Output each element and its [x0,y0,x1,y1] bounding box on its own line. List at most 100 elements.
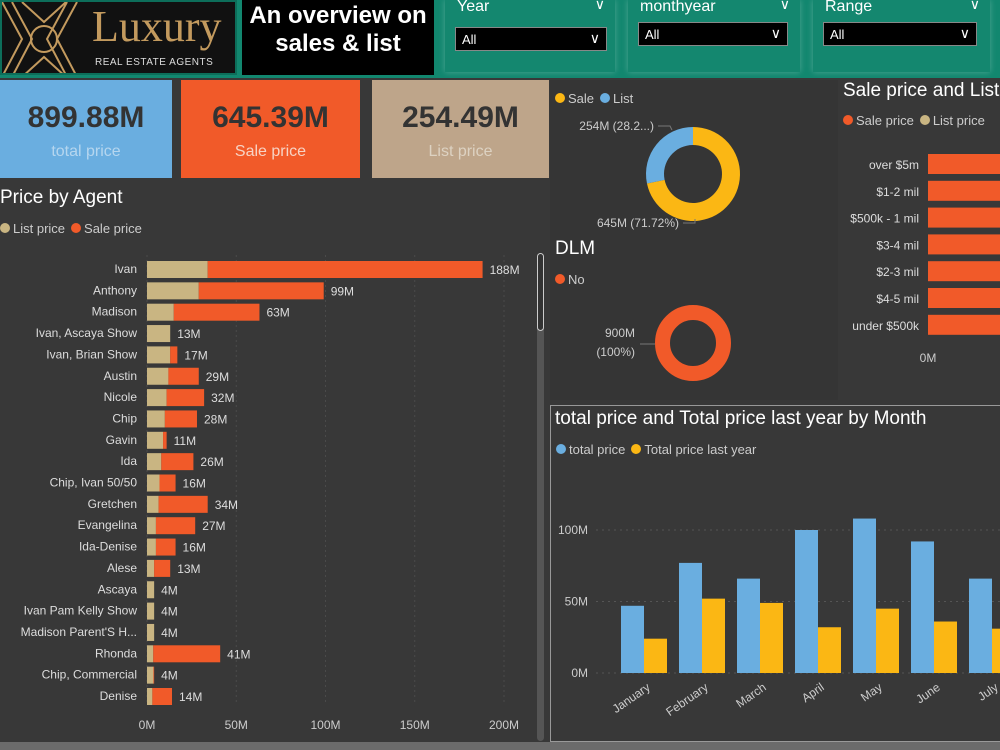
sale-price-bar [153,645,221,663]
list-price-bar [147,559,155,577]
logo-text: Luxury [92,2,222,51]
x-tick-label: 150M [400,718,430,732]
legend-item[interactable]: List price [919,113,985,128]
bottom-bar [0,742,1000,750]
y-tick-label: 50M [565,595,588,609]
category-label: $3-4 mil [876,238,919,252]
legend-item[interactable]: List price [0,221,65,236]
last-year-bar [760,602,783,673]
category-label: Madison Parent'S H... [21,625,137,639]
sale-price-bar [158,495,208,513]
data-label: 14M [179,690,202,704]
monthyear-dropdown[interactable]: All ∨ [638,22,788,46]
scrollbar-thumb[interactable] [537,253,544,331]
legend-item[interactable]: Sale price [843,113,914,128]
list-price-bar [147,495,159,513]
x-tick-label: May [858,680,885,704]
slicer-label: Range [825,0,873,15]
slicer-label: monthyear [640,0,716,15]
legend-label: total price [569,442,626,457]
data-label: 28M [204,412,227,426]
sale-slice [646,127,740,221]
legend-item[interactable]: List [600,91,633,106]
data-label: 4M [161,626,178,640]
donut-charts: 645M (71.72%) 254M (28.2...) 900M (100%) [579,119,740,381]
category-label: Anthony [93,283,137,297]
last-year-bar [934,621,957,673]
sale-price-bar [154,559,171,577]
month-chart-panel: total price and Total price last year by… [550,405,1000,742]
kpi-value: 899.88M [27,101,145,134]
dropdown-value: All [462,32,477,47]
category-label: Chip [112,411,137,425]
total-price-bar [795,530,818,673]
legend-item[interactable]: No [555,272,585,287]
kpi-value: 254.49M [402,101,519,134]
y-tick-label: 0M [571,666,588,680]
year-dropdown[interactable]: All ∨ [455,27,607,51]
range-bar-chart: over $5m $1-2 mil $500k - 1 mil $3-4 mil $2-… [850,154,1000,365]
range-dropdown[interactable]: All ∨ [823,22,977,46]
sale-price-bar [928,207,1000,228]
data-label: 32M [211,391,234,405]
x-tick-label: June [913,680,943,707]
list-price-bar [147,431,164,449]
category-label: Ida [120,454,137,468]
chevron-down-icon[interactable]: ∨ [594,0,605,12]
kpi-label: total price [51,143,121,160]
range-chart-title: Sale price and List [843,80,1000,101]
slice-label: 645M (71.72%) [597,216,679,230]
list-price-bar [147,389,167,407]
leader-line [658,125,673,131]
sale-price-bar [198,282,324,300]
category-label: Ivan Pam Kelly Show [24,604,138,618]
legend-item[interactable]: Sale price [71,221,142,236]
list-price-bar [147,581,155,599]
data-label: 29M [206,370,229,384]
sale-price-bar [161,453,194,471]
category-label: Rhonda [95,646,137,660]
category-label: Ivan, Brian Show [46,347,137,361]
scrollbar-track[interactable] [537,253,544,741]
legend-label: List price [932,113,985,128]
sale-price-bar [155,517,196,535]
category-label: Denise [100,689,138,703]
sale-price-bar [173,303,260,321]
data-label: 26M [200,455,223,469]
sale-list-legend: Sale List [555,91,633,106]
legend-item[interactable]: Sale [555,91,594,106]
legend-label: No [568,272,585,287]
slicer-monthyear: monthyear ∨ All ∨ [628,0,800,72]
legend-item[interactable]: total price [556,442,625,457]
category-label: Alese [107,561,137,575]
agent-chart-legend: List price Sale price [0,221,142,236]
chevron-down-icon[interactable]: ∨ [969,0,980,12]
category-label: Austin [104,369,137,383]
list-price-bar [147,410,165,428]
data-label: 13M [177,562,200,576]
month-bar-chart: 0M 50M 100M January February March April May Jun… [558,518,1000,719]
category-label: $500k - 1 mil [850,212,919,226]
chevron-down-icon[interactable]: ∨ [779,0,790,12]
no-slice [655,305,731,381]
sale-price-bar [168,367,199,385]
list-price-bar [147,325,171,343]
legend-item[interactable]: Total price last year [631,442,756,457]
list-price-bar [147,623,155,641]
data-label: 4M [161,669,178,683]
list-price-bar [147,346,171,364]
legend-label: Total price last year [644,442,757,457]
data-label: 188M [490,263,520,277]
dropdown-value: All [830,27,845,42]
legend-label: List price [13,221,66,236]
sale-price-bar [163,431,167,449]
chevron-down-icon: ∨ [589,30,600,46]
category-label: Ascaya [98,582,138,596]
total-price-bar [679,562,702,673]
list-price-bar [147,474,160,492]
category-label: $1-2 mil [876,185,919,199]
data-label: 4M [161,583,178,597]
category-label: Madison [92,305,137,319]
y-tick-label: 100M [558,523,588,537]
list-price-bar [147,517,156,535]
